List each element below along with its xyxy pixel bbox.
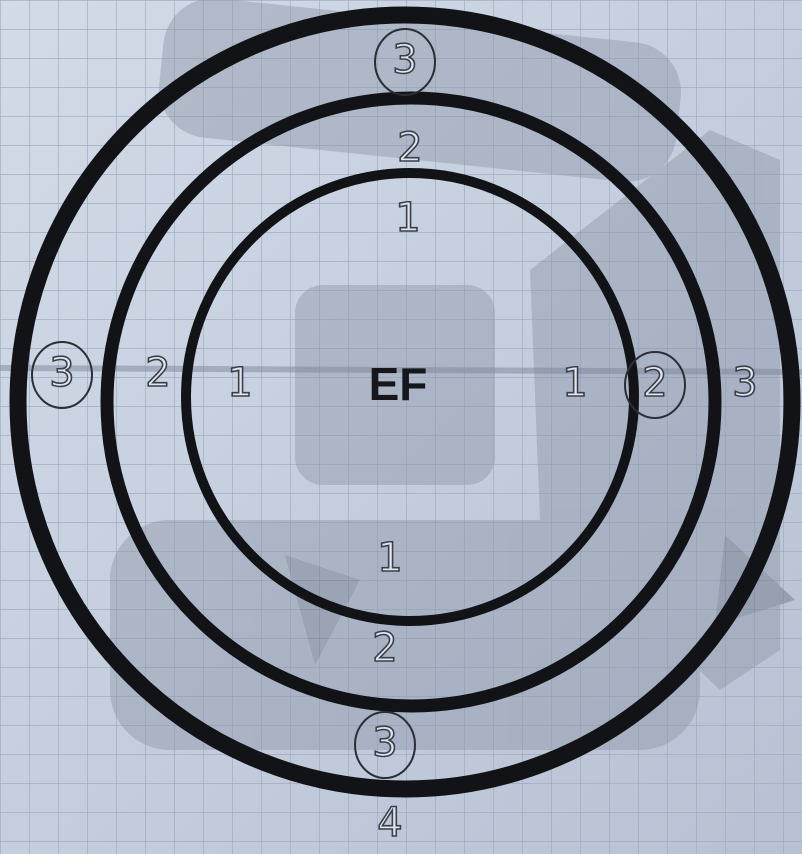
ring-label: 2 bbox=[145, 350, 170, 396]
ring-label: 1 bbox=[227, 360, 252, 406]
ring-label: 2 bbox=[397, 125, 422, 171]
ring-label: 3 bbox=[732, 360, 757, 406]
ring-label: 3 bbox=[372, 720, 397, 766]
ring-label: 1 bbox=[562, 360, 587, 406]
ring-label: 4 bbox=[377, 800, 402, 846]
ring-label: 3 bbox=[49, 350, 74, 396]
ring-label: 1 bbox=[395, 195, 420, 241]
ring-label: 1 bbox=[377, 535, 402, 581]
worksheet: EF 3 2 1 3 2 1 1 2 3 1 2 3 4 bbox=[0, 0, 802, 854]
ring-label: 3 bbox=[392, 37, 417, 83]
ring-label: 2 bbox=[372, 625, 397, 671]
page: EF 3213211231234 (() => { const data = J… bbox=[0, 0, 802, 854]
ring-label: 2 bbox=[642, 360, 667, 406]
center-label: EF bbox=[369, 358, 428, 410]
